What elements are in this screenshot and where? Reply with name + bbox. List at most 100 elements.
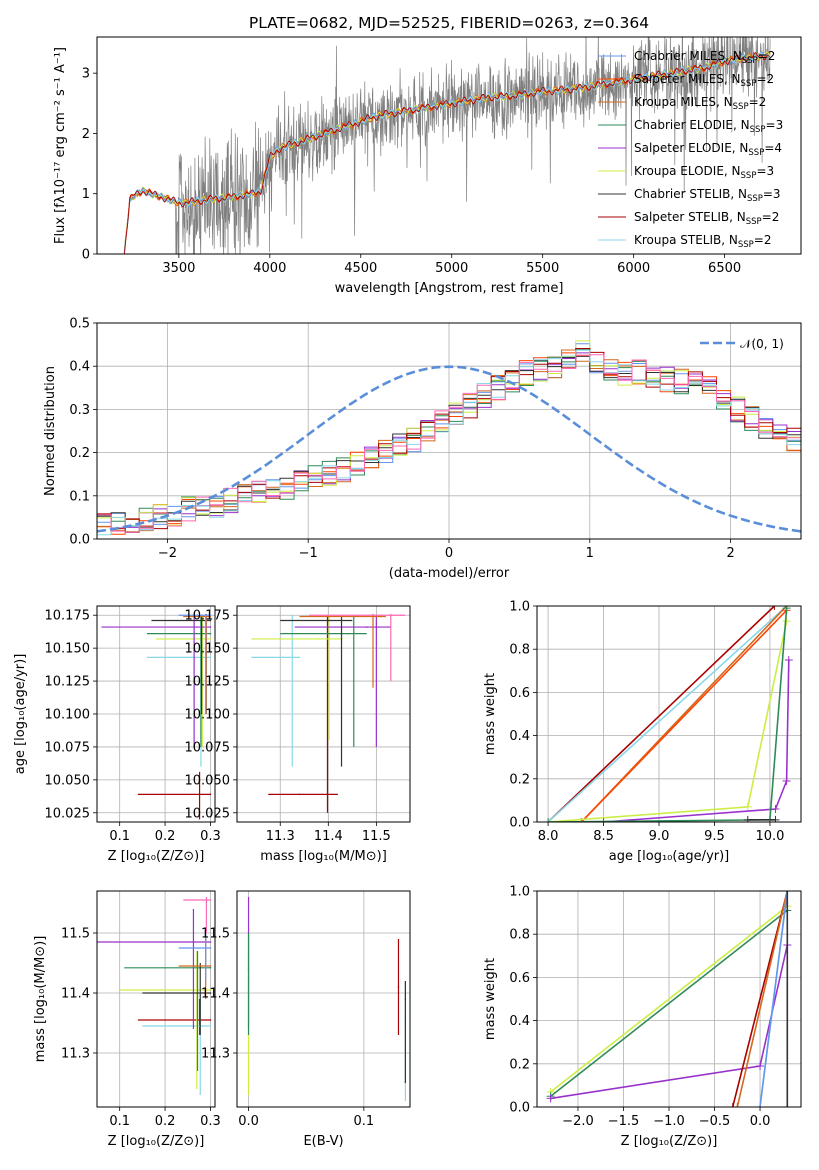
data-point — [209, 1025, 212, 1027]
panel-weight_vs_age: 8.0 8.5 9.0 9.5 10.0 0.0 0.2 0.4 0.6 0.8 1.0 age [l… — [483, 600, 802, 864]
x-tick-label: −1.5 — [608, 1114, 640, 1129]
legend-name: Kroupa MILES, N — [634, 95, 733, 109]
y-tick-label: 0.0 — [69, 533, 90, 548]
y-tick-label: 10.125 — [185, 675, 231, 690]
legend-sub: SSP — [748, 148, 764, 158]
x-tick-label: 0.0 — [238, 1114, 259, 1129]
y-tick-label: 0.8 — [509, 928, 530, 943]
x-axis-label: (data-model)/error — [389, 566, 510, 581]
y-tick-label: 0.0 — [509, 816, 530, 831]
weight-line — [603, 659, 790, 822]
x-tick-label: 10.0 — [755, 829, 784, 844]
weight-marker — [756, 1061, 765, 1070]
data-point — [209, 638, 212, 640]
legend-entry: Kroupa MILES, NSSP=2 — [634, 95, 766, 112]
legend-sub: SSP — [738, 240, 754, 250]
x-tick-label: −1 — [299, 546, 318, 561]
legend-name: Salpeter STELIB, N — [634, 210, 746, 224]
y-tick-label: 11.4 — [61, 987, 90, 1002]
x-tick-label: 11.5 — [362, 829, 391, 844]
x-tick-label: 4000 — [253, 261, 286, 276]
histogram-pink — [97, 354, 801, 533]
x-axis-label: Z [log₁₀(Z/Z⊙)] — [108, 1134, 205, 1149]
x-tick-label: 8.5 — [593, 829, 614, 844]
x-tick-label: 0.1 — [109, 1114, 130, 1129]
x-tick-label: 11.4 — [314, 829, 343, 844]
data-point — [209, 619, 212, 622]
legend-entry: Kroupa STELIB, NSSP=2 — [634, 233, 772, 250]
x-tick-label: 1 — [586, 546, 594, 561]
data-point — [209, 793, 212, 796]
plot-area-residuals — [97, 340, 801, 536]
legend-suffix: =2 — [749, 95, 767, 109]
legend-entry: Chabrier ELODIE, NSSP=3 — [634, 118, 783, 135]
y-tick-label: 10.075 — [185, 740, 231, 755]
x-tick-label: 11.3 — [266, 829, 295, 844]
legend-sub: SSP — [742, 56, 758, 66]
histogram-chabrier-stelib — [97, 356, 801, 533]
x-tick-label: 0 — [445, 546, 453, 561]
panel-age_vs_z: 0.1 0.2 0.3 10.025 10.050 10.075 10.100 10.125 1… — [13, 605, 221, 864]
data-point — [317, 638, 320, 640]
panel-mass_vs_ebv: 0.0 0.1 11.3 11.4 11.5 E(B-V) — [201, 890, 411, 1149]
y-tick-label: 0.0 — [509, 1101, 530, 1116]
x-tick-label: 5500 — [526, 261, 559, 276]
y-tick-label: 10.100 — [185, 708, 231, 723]
data-point — [327, 619, 330, 622]
y-tick-label: 0.2 — [509, 772, 530, 787]
data-point — [346, 632, 349, 635]
data-point — [209, 1019, 212, 1021]
x-tick-label: 4500 — [344, 261, 377, 276]
data-point — [298, 793, 301, 796]
data-point — [209, 632, 212, 635]
data-point — [209, 615, 212, 618]
legend-sub: SSP — [741, 79, 757, 89]
weight-marker — [599, 818, 608, 822]
y-tick-label: 0.4 — [69, 360, 90, 375]
y-tick-label: 1.0 — [509, 600, 530, 615]
y-tick-label: 10.050 — [45, 773, 91, 788]
panel-weight_vs_z: −2.0 −1.5 −1.0 −0.5 0.0 0.0 0.2 0.4 0.6 0.8 1.0 Z [… — [483, 885, 802, 1149]
x-axis-label: age [log₁₀(age/yr)] — [609, 849, 730, 864]
data-point — [397, 986, 400, 988]
data-point — [209, 626, 212, 628]
legend-name: Salpeter ELODIE, N — [634, 141, 748, 155]
weight-marker — [546, 1094, 555, 1103]
legend-entry: Salpeter MILES, NSSP=2 — [634, 72, 774, 89]
axes-frame — [536, 605, 802, 823]
legend-suffix: =4 — [764, 141, 782, 155]
weight-line — [736, 891, 789, 1107]
legend-entry: Chabrier STELIB, NSSP=3 — [634, 187, 781, 204]
legend-suffix: =3 — [766, 118, 784, 132]
axes-frame — [236, 890, 411, 1108]
model-spectrum-kroupa-elodie — [123, 51, 770, 251]
data-point — [209, 614, 212, 617]
y-tick-label: 11.5 — [201, 927, 230, 942]
y-tick-label: 10.150 — [185, 642, 231, 657]
legend-name: Kroupa ELODIE, N — [634, 164, 741, 178]
legend-entry: Chabrier MILES, NSSP=2 — [634, 49, 775, 66]
legend-suffix: =3 — [763, 187, 781, 201]
plot-area-weight_vs_age — [544, 606, 793, 822]
histogram-chabrier-elodie — [97, 349, 801, 522]
y-axis-label: Normed distribution — [43, 366, 58, 496]
data-point — [247, 980, 250, 982]
y-tick-label: 10.025 — [185, 806, 231, 821]
y-tick-label: 0.4 — [509, 1014, 530, 1029]
x-tick-label: 9.5 — [704, 829, 725, 844]
x-tick-label: 0.1 — [354, 1114, 375, 1129]
x-tick-label: 6000 — [617, 261, 650, 276]
legend-name: Chabrier ELODIE, N — [634, 118, 750, 132]
data-point — [209, 989, 212, 991]
weight-marker — [784, 656, 793, 664]
y-tick-label: 10.175 — [185, 609, 231, 624]
panels-layer: 3500 4000 4500 5000 5500 6000 6500 0 1 2 3 waveleng… — [13, 36, 802, 1149]
legend-suffix: =2 — [758, 49, 776, 63]
legend-name: Salpeter MILES, N — [634, 72, 741, 86]
data-point — [209, 899, 212, 901]
weight-line — [547, 606, 775, 822]
x-axis-label: wavelength [Angstrom, rest frame] — [335, 281, 564, 296]
weight-line — [547, 606, 788, 822]
weight-line — [550, 909, 788, 1097]
axes-frame — [96, 890, 216, 1108]
